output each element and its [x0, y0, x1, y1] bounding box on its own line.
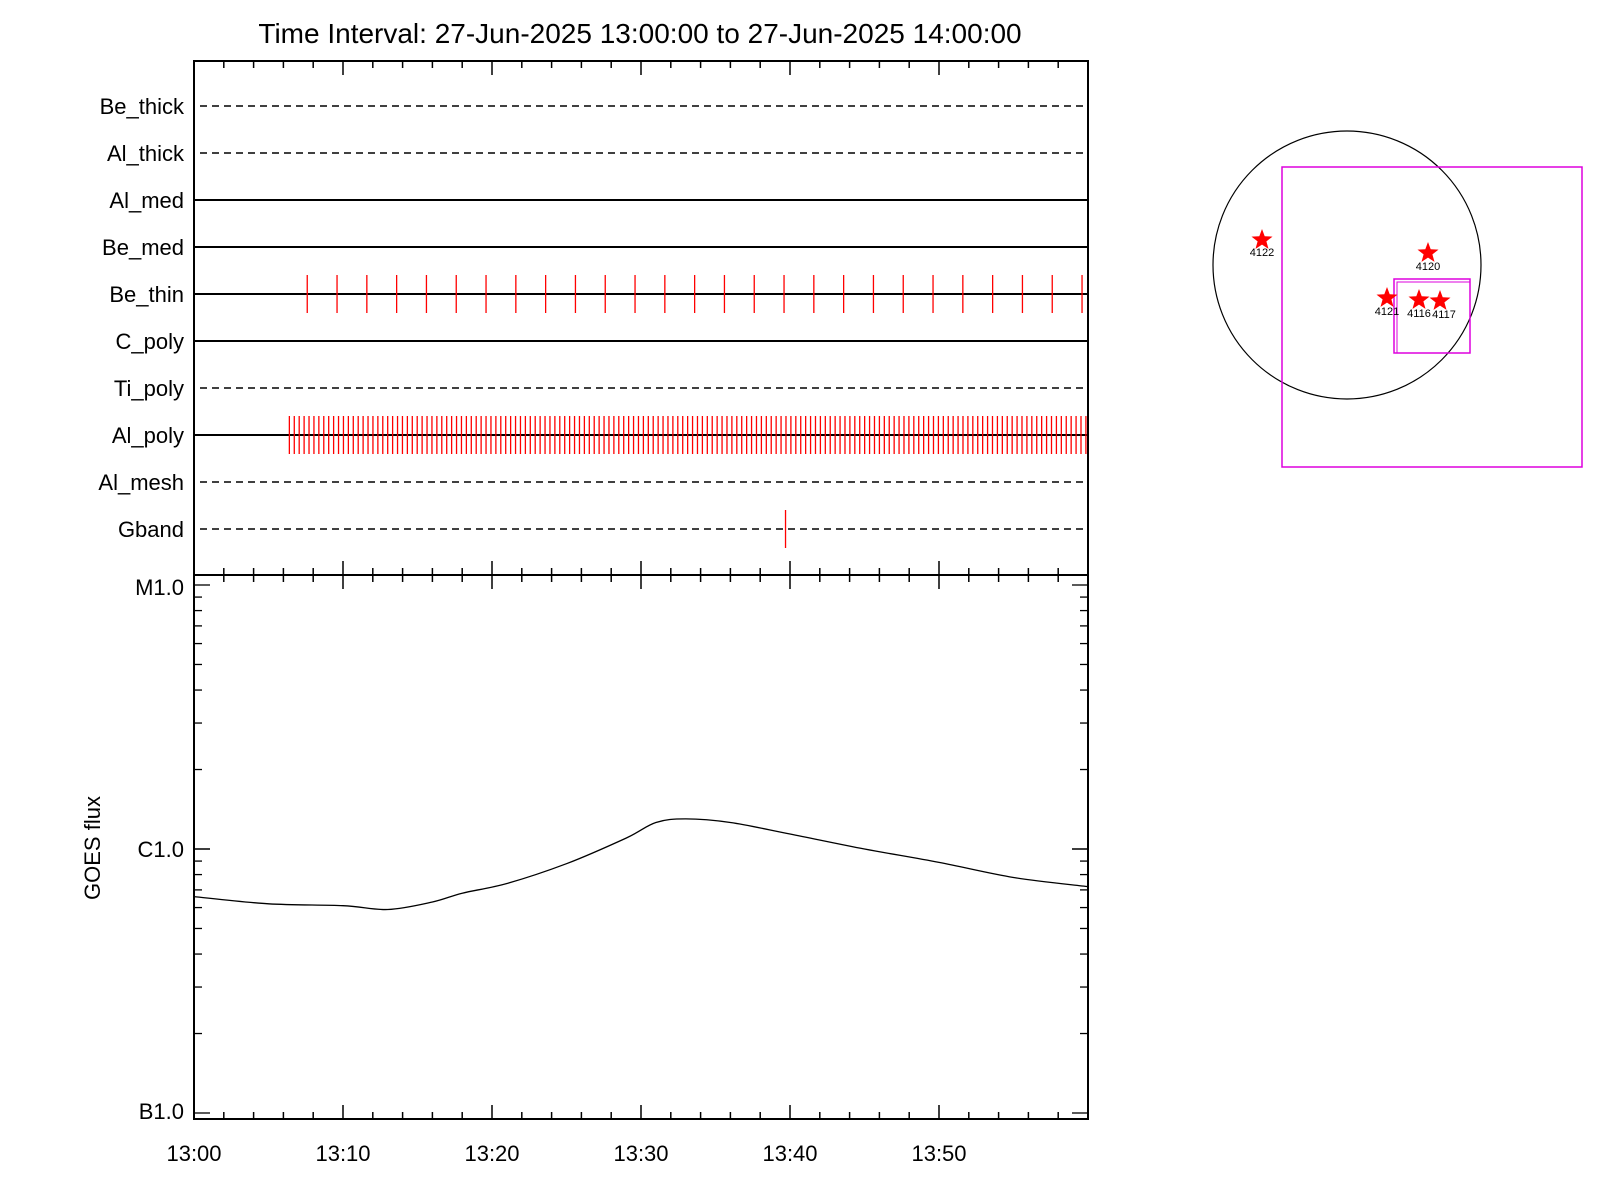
active-regions: 4122 4120 4121 4116 4117	[1250, 229, 1456, 321]
row-label-al-poly: Al_poly	[112, 423, 184, 448]
row-label-be-med: Be_med	[102, 235, 184, 260]
goes-y-tick-label-c1: C1.0	[138, 837, 184, 862]
row-label-al-thick: Al_thick	[107, 141, 185, 166]
fov-box-small-inner	[1396, 281, 1471, 354]
x-tick-label: 13:00	[166, 1141, 221, 1166]
row-label-ti-poly: Ti_poly	[114, 376, 184, 401]
region-marker-4117	[1429, 290, 1451, 310]
region-marker-4120	[1417, 242, 1439, 262]
instrument-timeline-panel: Be_thick Al_thick Al_med Be_med Be_thin C_pol…	[98, 60, 1089, 576]
row-label-be-thick: Be_thick	[100, 94, 185, 119]
goes-ticks	[194, 575, 1088, 1119]
x-tick-label: 13:40	[762, 1141, 817, 1166]
goes-x-tick-labels: 13:00 13:10 13:20 13:30 13:40 13:50	[166, 1141, 966, 1166]
x-tick-label: 13:20	[464, 1141, 519, 1166]
fov-box-large	[1281, 166, 1583, 468]
row-label-al-med: Al_med	[109, 188, 184, 213]
goes-y-tick-label-b1: B1.0	[139, 1099, 184, 1124]
goes-flux-line	[193, 818, 1089, 911]
timeline-ticks	[223, 61, 1059, 575]
region-label-4120: 4120	[1416, 261, 1440, 273]
region-label-4117: 4117	[1432, 309, 1456, 321]
active-region-map: 4122 4120 4121 4116 4117	[1212, 130, 1583, 468]
region-label-4122: 4122	[1250, 247, 1274, 259]
x-tick-label: 13:50	[911, 1141, 966, 1166]
region-marker-4121	[1376, 287, 1398, 307]
x-tick-label: 13:10	[315, 1141, 370, 1166]
solar-disk	[1212, 130, 1482, 400]
region-marker-4116	[1408, 289, 1430, 309]
row-label-gband: Gband	[118, 517, 184, 542]
row-label-c-poly: C_poly	[116, 329, 184, 354]
region-label-4116: 4116	[1407, 308, 1431, 320]
goes-y-tick-label-m1: M1.0	[135, 575, 184, 600]
region-marker-4122	[1251, 229, 1273, 249]
chart-title: Time Interval: 27-Jun-2025 13:00:00 to 2…	[258, 18, 1021, 49]
x-tick-label: 13:30	[613, 1141, 668, 1166]
region-label-4121: 4121	[1375, 306, 1399, 318]
goes-y-axis-label: GOES flux	[80, 796, 105, 900]
row-label-al-mesh: Al_mesh	[98, 470, 184, 495]
goes-flux-panel: M1.0 C1.0 B1.0 GOES flux 13:00 13:10 13:20…	[80, 574, 1089, 1166]
timeline-rows: Be_thick Al_thick Al_med Be_med Be_thin C_pol…	[98, 94, 1088, 548]
row-label-be-thin: Be_thin	[109, 282, 184, 307]
